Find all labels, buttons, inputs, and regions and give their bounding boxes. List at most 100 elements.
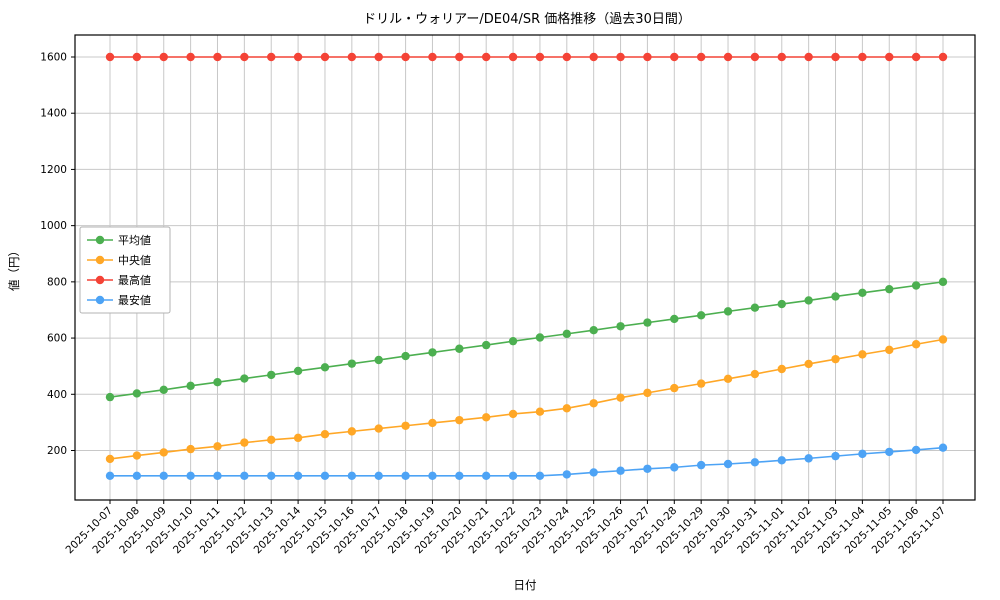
data-point <box>105 52 115 62</box>
data-point <box>696 52 706 62</box>
data-point <box>777 299 786 309</box>
data-point <box>562 52 572 62</box>
x-axis-label: 日付 <box>514 578 537 592</box>
data-point <box>777 52 786 62</box>
data-point <box>696 311 706 320</box>
data-point <box>481 471 491 480</box>
data-point <box>213 471 222 480</box>
gridlines <box>75 35 975 500</box>
data-point <box>455 415 464 425</box>
data-point <box>267 471 276 480</box>
data-point <box>455 471 464 480</box>
data-point <box>132 451 142 460</box>
data-point <box>374 52 383 62</box>
data-point <box>562 329 572 339</box>
data-point <box>858 449 867 459</box>
data-point <box>508 52 518 62</box>
data-point <box>186 52 195 62</box>
data-point <box>240 471 249 480</box>
data-point <box>831 52 840 62</box>
data-point <box>240 438 249 447</box>
plot-frame <box>74 34 976 501</box>
y-tick-label: 1200 <box>40 164 67 176</box>
data-point <box>267 435 276 445</box>
y-axis-ticks: 200 400 600 800 1000 1200 1400 1600 <box>40 52 75 457</box>
data-point <box>616 322 625 331</box>
data-point <box>481 413 491 422</box>
y-tick-label: 1400 <box>40 108 67 120</box>
data-point <box>535 52 545 62</box>
data-point <box>723 459 733 469</box>
data-point <box>293 52 303 62</box>
data-point <box>159 52 168 62</box>
data-point <box>213 52 222 62</box>
data-point <box>481 340 491 350</box>
data-point <box>374 471 383 480</box>
data-point <box>428 52 437 62</box>
data-point <box>670 52 679 62</box>
data-point <box>750 369 760 379</box>
data-point <box>508 471 518 480</box>
legend-marker-dot <box>95 275 105 285</box>
legend-box <box>79 226 171 314</box>
data-point <box>347 471 357 480</box>
data-point <box>804 296 813 305</box>
y-axis-label: 値（円） <box>7 245 21 291</box>
data-point <box>105 392 115 402</box>
series-line-0 <box>109 281 944 398</box>
data-point <box>428 418 437 428</box>
data-point <box>616 466 625 475</box>
data-point <box>885 345 894 355</box>
data-point <box>750 303 760 312</box>
data-point <box>320 363 330 372</box>
data-point <box>186 444 195 454</box>
data-point <box>562 470 572 479</box>
data-point <box>455 52 464 62</box>
data-point <box>293 471 303 480</box>
data-point <box>508 336 518 346</box>
data-point <box>562 404 572 413</box>
data-point <box>750 52 760 62</box>
data-point <box>885 447 894 457</box>
data-point <box>911 52 921 62</box>
y-tick-label: 1000 <box>40 220 67 232</box>
series-line-3 <box>110 446 944 477</box>
series-line-1 <box>109 338 944 460</box>
data-point <box>938 335 948 344</box>
legend-label: 最安値 <box>118 293 151 307</box>
data-point <box>911 445 921 455</box>
data-point <box>804 52 813 62</box>
data-point <box>938 52 948 62</box>
data-point <box>589 468 598 477</box>
data-point <box>938 277 948 287</box>
data-point <box>804 454 813 463</box>
data-point <box>267 52 276 62</box>
data-point <box>938 443 948 452</box>
data-point <box>643 388 652 398</box>
data-point <box>643 318 652 327</box>
y-tick-label: 800 <box>47 276 67 288</box>
data-point <box>670 383 679 393</box>
data-point <box>401 421 410 430</box>
data-point <box>267 370 276 380</box>
data-point <box>643 52 652 62</box>
data-point <box>858 288 867 298</box>
data-point <box>186 471 195 480</box>
data-point <box>159 448 168 457</box>
data-point <box>132 389 142 398</box>
data-point <box>535 471 545 480</box>
data-point <box>374 424 383 433</box>
data-point <box>240 52 249 62</box>
data-point <box>428 348 437 357</box>
legend-marker-dot <box>95 295 105 305</box>
data-point <box>320 52 330 62</box>
data-point <box>858 350 867 359</box>
data-point <box>777 364 786 374</box>
data-point <box>374 355 383 365</box>
data-point <box>213 377 222 387</box>
data-point <box>132 471 142 480</box>
data-point <box>535 407 545 416</box>
y-tick-label: 600 <box>47 333 67 345</box>
data-point <box>240 374 249 383</box>
